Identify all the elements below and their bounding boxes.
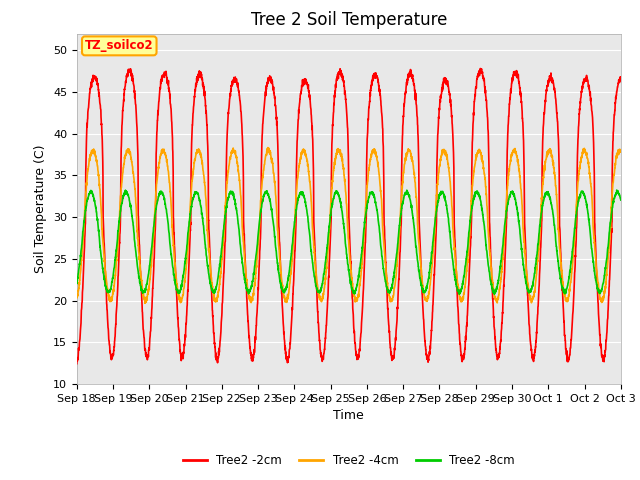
Text: TZ_soilco2: TZ_soilco2 (85, 39, 154, 52)
Title: Tree 2 Soil Temperature: Tree 2 Soil Temperature (251, 11, 447, 29)
X-axis label: Time: Time (333, 409, 364, 422)
Legend: Tree2 -2cm, Tree2 -4cm, Tree2 -8cm: Tree2 -2cm, Tree2 -4cm, Tree2 -8cm (178, 449, 520, 472)
Y-axis label: Soil Temperature (C): Soil Temperature (C) (35, 144, 47, 273)
